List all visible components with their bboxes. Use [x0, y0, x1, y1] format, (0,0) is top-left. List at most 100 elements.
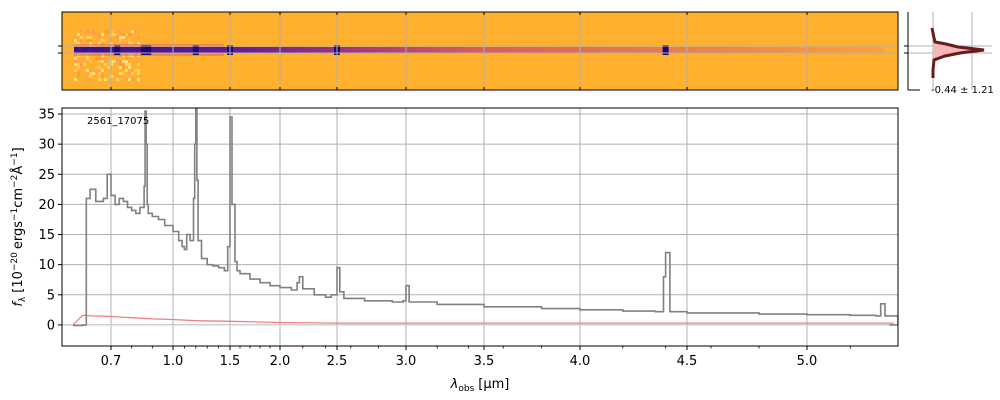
noise-pixel [122, 63, 125, 66]
noise-pixel [83, 63, 86, 66]
noise-pixel [80, 36, 83, 39]
noise-pixel [92, 33, 95, 36]
noise-pixel [101, 57, 104, 60]
noise-pixel [128, 78, 131, 81]
noise-pixel [128, 39, 131, 42]
noise-pixel [128, 33, 131, 36]
emission-knot [662, 45, 669, 55]
noise-pixel [107, 30, 110, 33]
noise-pixel [74, 39, 77, 42]
noise-pixel [116, 78, 119, 81]
noise-pixel [137, 36, 140, 39]
noise-pixel [89, 60, 92, 63]
noise-pixel [77, 75, 80, 78]
noise-pixel [134, 69, 137, 72]
noise-pixel [74, 78, 77, 81]
noise-pixel [98, 60, 101, 63]
y-tick-label: 30 [38, 138, 55, 153]
noise-pixel [86, 57, 89, 60]
y-axis-exp-2: −1 [10, 208, 20, 221]
y-axis-close: ] [11, 147, 26, 152]
y-axis-exp-3: −2 [10, 175, 20, 188]
noise-pixel [116, 75, 119, 78]
noise-pixel [122, 66, 125, 69]
noise-pixel [116, 39, 119, 42]
trace-band [74, 47, 884, 53]
spectrum-2d-grid [62, 12, 898, 90]
noise-pixel [101, 60, 104, 63]
noise-pixel [137, 78, 140, 81]
noise-pixel [125, 42, 128, 45]
y-tick-label: 25 [38, 168, 55, 183]
noise-pixel [107, 69, 110, 72]
x-tick-label: 5.0 [797, 354, 818, 369]
noise-pixel [83, 57, 86, 60]
x-axis-title: λobs [μm] [450, 377, 510, 394]
x-axis-subscript: obs [458, 384, 474, 394]
y-axis-exp-4: −1 [10, 152, 20, 165]
noise-pixel [122, 42, 125, 45]
noise-pixel [119, 30, 122, 33]
noise-pixel [95, 66, 98, 69]
noise-pixel [116, 60, 119, 63]
profile-panel: -0.44 ± 1.21 [904, 12, 994, 96]
noise-pixel [95, 57, 98, 60]
emission-knot [192, 45, 199, 55]
noise-pixel [131, 42, 134, 45]
flux-series-line [73, 108, 898, 327]
noise-pixel [125, 33, 128, 36]
noise-pixel [89, 75, 92, 78]
zero-band [73, 324, 890, 327]
noise-pixel [86, 39, 89, 42]
emission-knot [141, 45, 148, 55]
noise-pixel [77, 66, 80, 69]
noise-pixel [119, 72, 122, 75]
y-axis-exp-1: −20 [10, 252, 20, 271]
y-axis-text-2: ergs [11, 221, 26, 249]
noise-pixel [137, 69, 140, 72]
noise-pixel [98, 36, 101, 39]
noise-pixel [77, 42, 80, 45]
noise-pixel [128, 72, 131, 75]
emission-knot [114, 45, 121, 55]
noise-pixel [131, 78, 134, 81]
noise-pixel [92, 72, 95, 75]
noise-pixel [92, 30, 95, 33]
noise-pixel [104, 30, 107, 33]
spectrum-2d-ticks [58, 12, 808, 90]
noise-pixel [119, 60, 122, 63]
y-axis-text-3: cm [11, 188, 26, 208]
y-axis-text-1: [10 [11, 271, 26, 293]
noise-pixel [116, 30, 119, 33]
x-tick-label: 2.5 [327, 354, 348, 369]
noise-pixel [131, 30, 134, 33]
spectrum-2d-frame [61, 11, 899, 91]
noise-pixel [98, 57, 101, 60]
noise-pixel [89, 72, 92, 75]
noise-pixel [125, 57, 128, 60]
noise-pixel [134, 30, 137, 33]
noise-pixel [98, 72, 101, 75]
noise-pixel [119, 63, 122, 66]
noise-pixel [134, 42, 137, 45]
noise-pixel [137, 57, 140, 60]
noise-pixel [125, 63, 128, 66]
noise-pixel [86, 72, 89, 75]
noise-pixel [86, 30, 89, 33]
plot-frame [61, 107, 899, 347]
noise-pixel [137, 42, 140, 45]
noise-pixel [98, 33, 101, 36]
noise-pixel [98, 69, 101, 72]
noise-pixel [122, 72, 125, 75]
noise-pixel [98, 42, 101, 45]
noise-pixel [74, 36, 77, 39]
noise-pixel [119, 36, 122, 39]
noise-pixel [74, 63, 77, 66]
noise-pixel [104, 78, 107, 81]
noise-pixel [77, 60, 80, 63]
noise-pixel [77, 33, 80, 36]
y-axis-symbol: f [11, 300, 26, 307]
noise-pixel [95, 72, 98, 75]
noise-pixel [125, 78, 128, 81]
